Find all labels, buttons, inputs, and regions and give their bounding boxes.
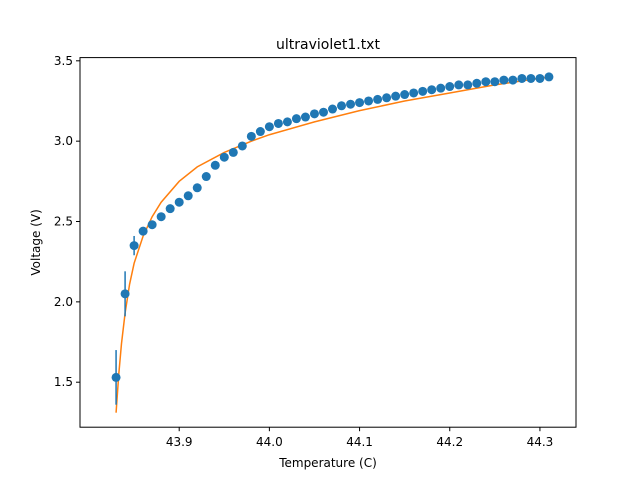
data-point xyxy=(508,75,518,85)
data-point xyxy=(535,73,545,83)
data-point xyxy=(346,99,356,109)
data-point xyxy=(481,77,491,87)
data-point xyxy=(300,112,310,122)
data-point xyxy=(391,91,401,101)
x-tick-label: 44.2 xyxy=(436,435,463,449)
axes-frame xyxy=(79,57,577,428)
data-point xyxy=(183,191,193,201)
data-point xyxy=(237,141,247,151)
x-axis-label: Temperature (C) xyxy=(278,456,377,470)
data-point xyxy=(192,183,202,193)
data-point xyxy=(544,72,554,82)
x-tick-label: 44.1 xyxy=(346,435,373,449)
data-point xyxy=(210,160,220,170)
data-point xyxy=(138,226,148,236)
y-tick-label: 2.5 xyxy=(54,215,73,229)
data-point xyxy=(309,109,319,119)
data-point xyxy=(418,86,428,96)
data-point xyxy=(255,127,265,137)
axis-ticks: 43.9 44.0 44.1 44.2 44.3 1.5 2.0 2.5 3.0 3.5 xyxy=(54,54,553,449)
data-point xyxy=(156,212,166,222)
y-tick-label: 3.0 xyxy=(54,134,73,148)
data-point xyxy=(436,83,446,93)
y-tick-label: 1.5 xyxy=(54,375,73,389)
data-point xyxy=(318,107,328,117)
data-point xyxy=(517,73,527,83)
data-point xyxy=(273,118,283,128)
data-point xyxy=(337,101,347,111)
data-point xyxy=(454,80,464,90)
data-point xyxy=(364,96,374,106)
data-point xyxy=(409,88,419,98)
data-point xyxy=(472,78,482,88)
chart-title: ultraviolet1.txt xyxy=(276,37,380,53)
data-point xyxy=(328,104,338,114)
fit-curve xyxy=(115,76,550,413)
data-point xyxy=(499,75,509,85)
y-axis-label: Voltage (V) xyxy=(29,209,43,275)
data-point xyxy=(463,80,473,90)
data-point xyxy=(400,90,410,100)
data-point xyxy=(355,98,365,108)
data-point xyxy=(219,152,229,162)
data-point xyxy=(445,82,455,92)
x-tick-label: 44.3 xyxy=(527,435,554,449)
data-point xyxy=(174,197,184,207)
data-point xyxy=(490,77,500,87)
data-point xyxy=(165,204,175,214)
data-point xyxy=(264,122,274,132)
plot-area xyxy=(111,72,554,413)
y-tick-label: 3.5 xyxy=(54,54,73,68)
y-tick-label: 2.0 xyxy=(54,295,73,309)
data-point xyxy=(147,220,157,230)
data-point xyxy=(382,93,392,103)
data-point xyxy=(373,94,383,104)
data-point xyxy=(111,372,121,382)
data-point xyxy=(291,114,301,124)
data-point xyxy=(129,241,139,251)
data-point xyxy=(201,172,211,182)
data-point xyxy=(526,73,536,83)
data-point xyxy=(228,147,238,157)
data-point xyxy=(120,289,130,299)
data-point xyxy=(282,117,292,127)
x-tick-label: 43.9 xyxy=(166,435,193,449)
data-point xyxy=(246,131,256,141)
data-point xyxy=(427,85,437,95)
x-tick-label: 44.0 xyxy=(256,435,283,449)
